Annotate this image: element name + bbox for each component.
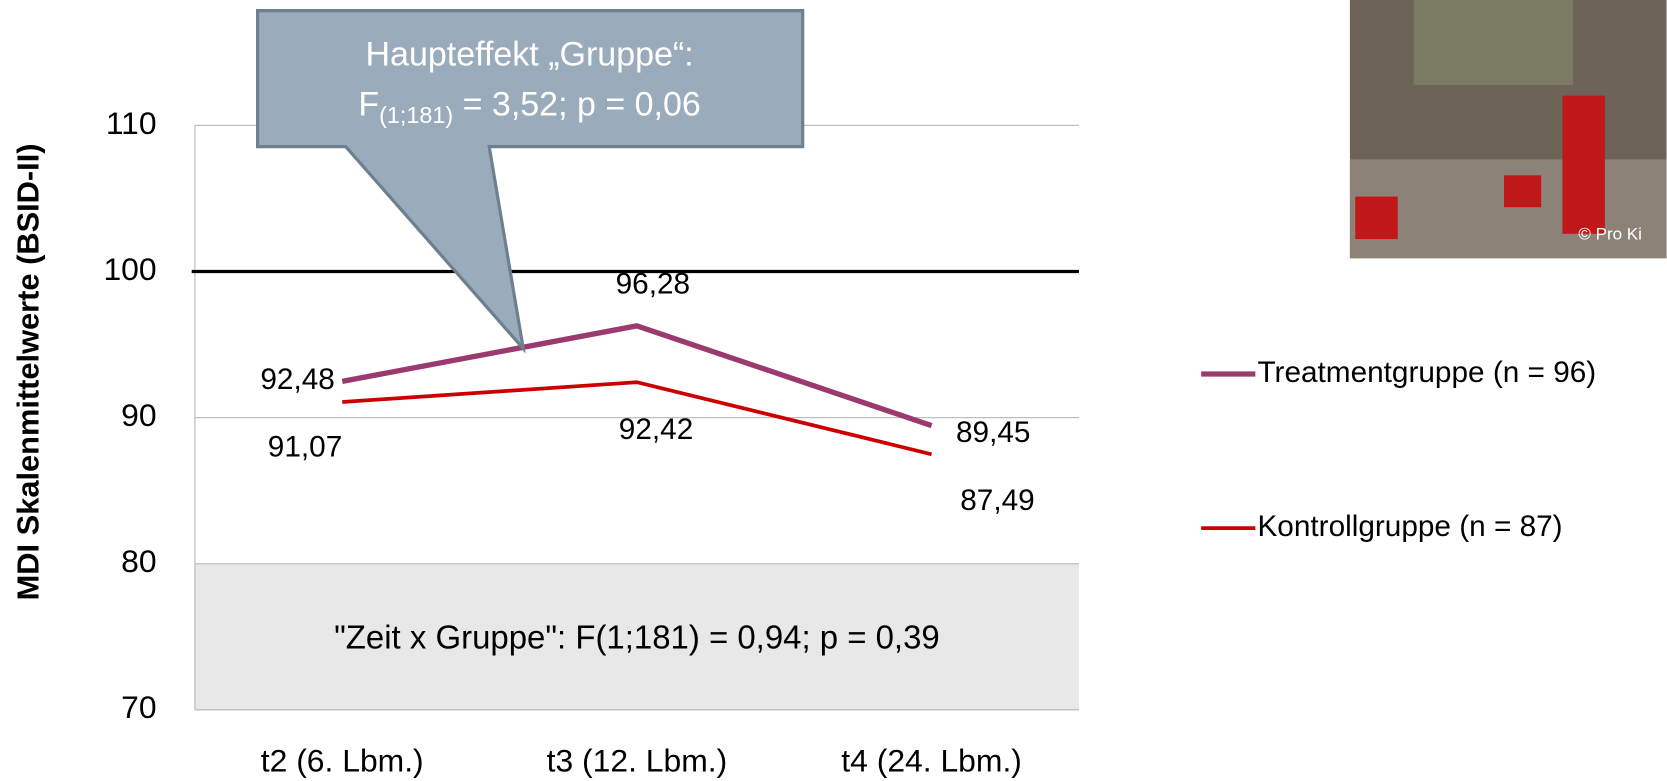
callout-line1: Haupteffekt „Gruppe“:	[365, 35, 693, 73]
callout-subscript: (1;181)	[379, 102, 453, 128]
data-label: 87,49	[960, 484, 1034, 517]
photo-shirt	[1413, 0, 1574, 86]
legend-label: Treatmentgruppe (n = 96)	[1257, 356, 1596, 389]
legend-label: Kontrollgruppe (n = 87)	[1257, 510, 1562, 543]
data-label: 92,48	[260, 363, 334, 396]
x-tick-label: t2 (6. Lbm.)	[261, 742, 424, 778]
callout-line2: F(1;181) = 3,52; p = 0,06	[358, 85, 700, 128]
callout-box	[255, 9, 805, 354]
series-line	[341, 323, 933, 429]
data-label: 91,07	[268, 431, 342, 464]
callout-f: F	[358, 85, 379, 123]
photo-block	[1355, 196, 1398, 240]
photo-blocks	[1562, 95, 1605, 234]
shaded-range	[194, 563, 1079, 710]
photo-credit: © Pro Ki	[1578, 224, 1642, 243]
callout-rest: = 3,52; p = 0,06	[453, 85, 701, 123]
shaded-annotation: "Zeit x Gruppe": F(1;181) = 0,94; p = 0,…	[334, 618, 940, 655]
y-tick-label: 80	[121, 543, 156, 579]
y-tick-label: 90	[121, 397, 156, 433]
data-label: 96,28	[616, 267, 690, 300]
data-label: 89,45	[956, 416, 1030, 449]
y-tick-label: 70	[121, 689, 156, 725]
y-axis-label: MDI Skalenmittelwerte (BSID-II)	[10, 143, 45, 600]
y-tick-label: 110	[106, 105, 157, 141]
photo: © Pro Ki	[1349, 0, 1667, 259]
data-label: 92,42	[619, 413, 693, 446]
series-line	[342, 380, 933, 457]
x-tick-label: t3 (12. Lbm.)	[547, 742, 728, 778]
photo-block	[1503, 175, 1542, 208]
y-tick-label: 100	[103, 251, 156, 287]
x-tick-label: t4 (24. Lbm.)	[841, 742, 1022, 778]
